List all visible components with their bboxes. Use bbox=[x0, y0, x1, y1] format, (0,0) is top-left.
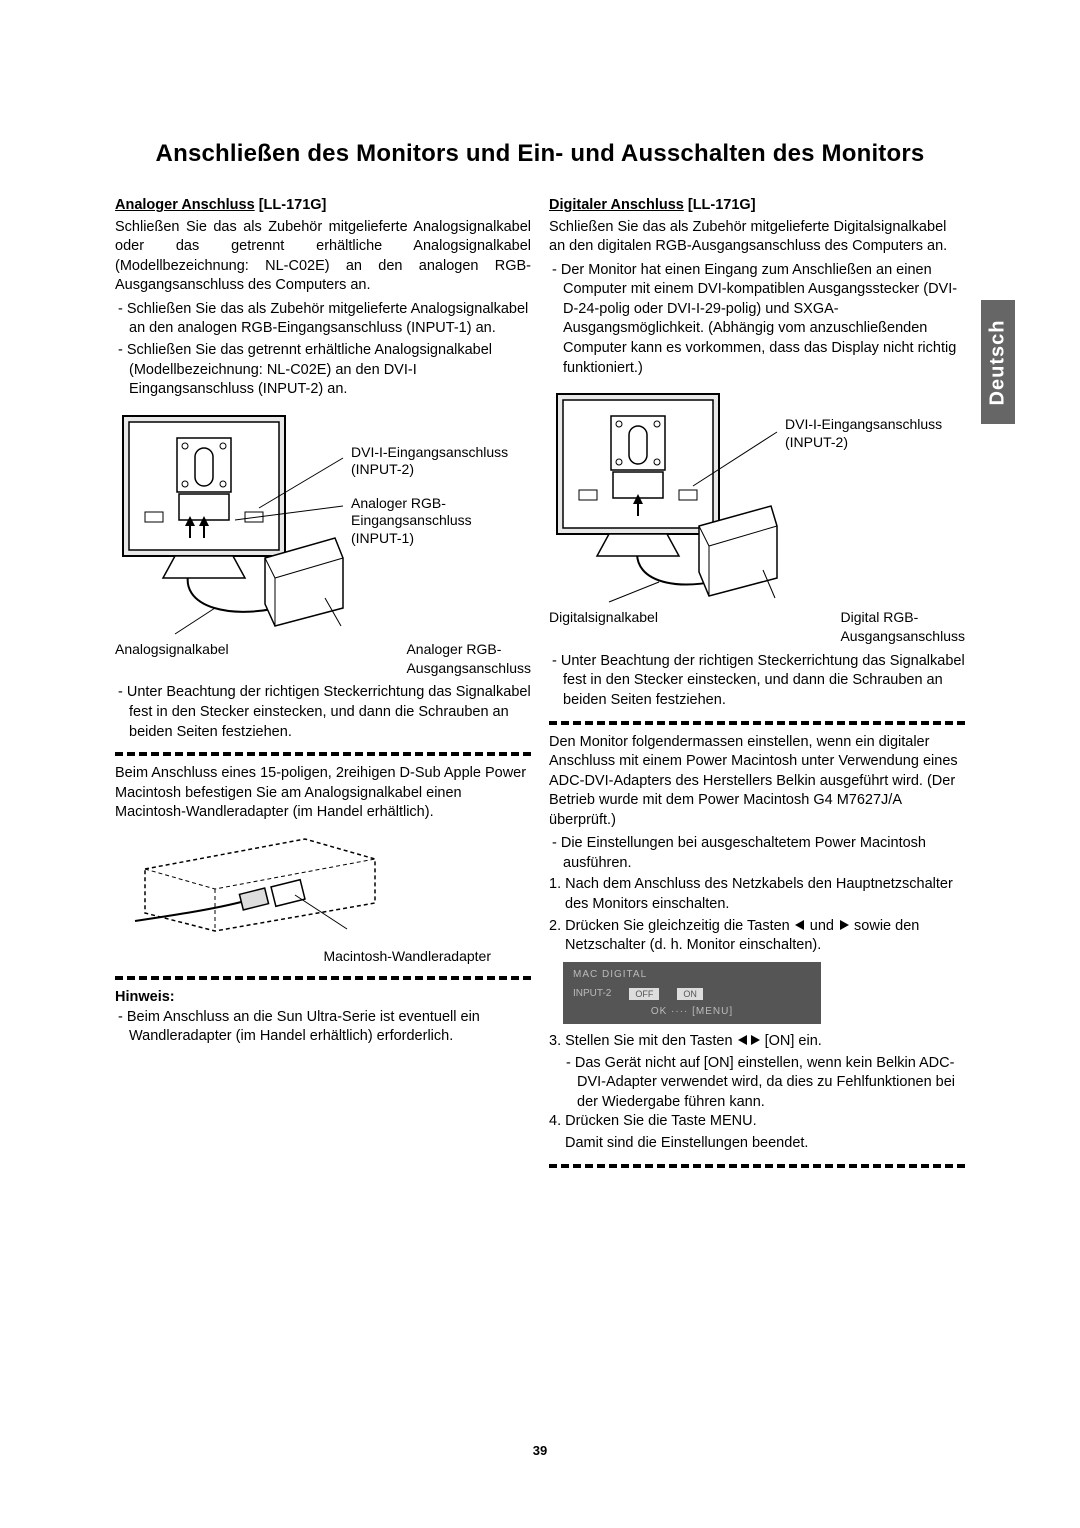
left-diagram: DVI-I-Eingangsanschluss (INPUT-2) Analog… bbox=[115, 408, 531, 678]
left-dlabel1b: (INPUT-2) bbox=[351, 461, 508, 479]
step-4b: Damit sind die Einstellungen beendet. bbox=[549, 1134, 965, 1154]
right-bullet-1: Der Monitor hat einen Eingang zum Anschl… bbox=[549, 261, 965, 378]
step-2b: und bbox=[806, 918, 838, 934]
monitor-digital-diagram bbox=[549, 386, 779, 606]
right-pm-para: Den Monitor folgendermassen einstellen, … bbox=[549, 733, 965, 831]
osd-row2: INPUT-2 OFF ON bbox=[563, 985, 821, 1003]
hinweis-bullet: Beim Anschluss an die Sun Ultra-Serie is… bbox=[115, 1008, 531, 1047]
step-4a: 4. Drücken Sie die Taste MENU. bbox=[549, 1112, 965, 1132]
left-dlabel2c: (INPUT-1) bbox=[351, 530, 508, 548]
left-bullet-3: Unter Beachtung der richtigen Steckerric… bbox=[115, 683, 531, 742]
left-bullet-1: Schließen Sie das als Zubehör mitgeliefe… bbox=[115, 300, 531, 339]
left-heading-underlined: Analoger Anschluss bbox=[115, 197, 255, 213]
osd-off: OFF bbox=[629, 988, 659, 1000]
triangle-right-icon bbox=[838, 919, 850, 931]
left-intro: Schließen Sie das als Zubehör mitgeliefe… bbox=[115, 218, 531, 296]
osd-on: ON bbox=[677, 988, 703, 1000]
osd-row3: OK ···· [MENU] bbox=[563, 1003, 821, 1025]
osd-row1: MAC DIGITAL bbox=[563, 962, 821, 986]
right-heading: Digitaler Anschluss [LL-171G] bbox=[549, 196, 965, 216]
left-diagram-labels-right: DVI-I-Eingangsanschluss (INPUT-2) Analog… bbox=[351, 408, 508, 548]
right-dlabel1a: DVI-I-Eingangsanschluss bbox=[785, 416, 942, 434]
step-2a: 2. Drücken Sie gleichzeitig die Tasten bbox=[549, 918, 794, 934]
mac-adapter-diagram bbox=[115, 829, 531, 946]
left-dlabel1a: DVI-I-Eingangsanschluss bbox=[351, 444, 508, 462]
hinweis-heading: Hinweis: bbox=[115, 988, 531, 1008]
left-bullet-2: Schließen Sie das getrennt erhältliche A… bbox=[115, 341, 531, 400]
right-diagram-labels-right: DVI-I-Eingangsanschluss (INPUT-2) bbox=[785, 386, 942, 451]
right-dlabel4b: Ausgangsanschluss bbox=[840, 628, 965, 644]
mac-adapter-label: Macintosh-Wandleradapter bbox=[115, 947, 531, 966]
left-dlabel3: Analogsignalkabel bbox=[115, 640, 229, 678]
left-dlabel4b: Ausgangsanschluss bbox=[406, 660, 531, 676]
right-column: Digitaler Anschluss [LL-171G] Schließen … bbox=[549, 196, 965, 1176]
right-dlabel4a: Digital RGB- bbox=[840, 609, 918, 625]
left-dlabel2b: Eingangsanschluss bbox=[351, 512, 508, 530]
right-dlabel3: Digitalsignalkabel bbox=[549, 608, 658, 646]
step-2: 2. Drücken Sie gleichzeitig die Tasten u… bbox=[549, 917, 965, 956]
step-3a: 3. Stellen Sie mit den Tasten bbox=[549, 1033, 737, 1049]
step-3b: [ON] ein. bbox=[761, 1033, 822, 1049]
triangle-left-icon-2 bbox=[737, 1034, 749, 1046]
right-heading-suffix: [LL-171G] bbox=[684, 197, 756, 213]
left-dlabel2a: Analoger RGB- bbox=[351, 495, 508, 513]
dashed-separator-3 bbox=[549, 721, 965, 725]
two-column-layout: Analoger Anschluss [LL-171G] Schließen S… bbox=[115, 196, 965, 1176]
right-heading-underlined: Digitaler Anschluss bbox=[549, 197, 684, 213]
right-dlabel1b: (INPUT-2) bbox=[785, 434, 942, 452]
triangle-left-icon bbox=[794, 919, 806, 931]
monitor-analog-diagram bbox=[115, 408, 345, 638]
page-title: Anschließen des Monitors und Ein- und Au… bbox=[115, 140, 965, 168]
triangle-right-icon-2 bbox=[749, 1034, 761, 1046]
osd-row2-label: INPUT-2 bbox=[573, 987, 611, 1001]
right-bullet-2: Unter Beachtung der richtigen Steckerric… bbox=[549, 652, 965, 711]
page-number: 39 bbox=[0, 1443, 1080, 1458]
document-page: Anschließen des Monitors und Ein- und Au… bbox=[0, 0, 1080, 1236]
right-pm-bullet: Die Einstellungen bei ausgeschaltetem Po… bbox=[549, 834, 965, 873]
step-1: 1. Nach dem Anschluss des Netzkabels den… bbox=[549, 875, 965, 914]
dashed-separator-2 bbox=[115, 976, 531, 980]
left-diagram-under-labels: Analogsignalkabel Analoger RGB- Ausgangs… bbox=[115, 640, 531, 678]
dashed-separator bbox=[115, 752, 531, 756]
right-diagram: DVI-I-Eingangsanschluss (INPUT-2) Digita… bbox=[549, 386, 965, 646]
left-heading-suffix: [LL-171G] bbox=[255, 197, 327, 213]
osd-menu-graphic: MAC DIGITAL INPUT-2 OFF ON OK ···· [MENU… bbox=[563, 962, 821, 1025]
left-mac-para: Beim Anschluss eines 15-poligen, 2reihig… bbox=[115, 764, 531, 823]
dashed-separator-4 bbox=[549, 1164, 965, 1168]
right-intro: Schließen Sie das als Zubehör mitgeliefe… bbox=[549, 218, 965, 257]
step-3-sub: Das Gerät nicht auf [ON] einstellen, wen… bbox=[549, 1054, 965, 1113]
right-diagram-under-labels: Digitalsignalkabel Digital RGB- Ausgangs… bbox=[549, 608, 965, 646]
left-column: Analoger Anschluss [LL-171G] Schließen S… bbox=[115, 196, 531, 1176]
left-heading: Analoger Anschluss [LL-171G] bbox=[115, 196, 531, 216]
left-dlabel4a: Analoger RGB- bbox=[406, 641, 501, 657]
step-3: 3. Stellen Sie mit den Tasten [ON] ein. bbox=[549, 1032, 965, 1052]
